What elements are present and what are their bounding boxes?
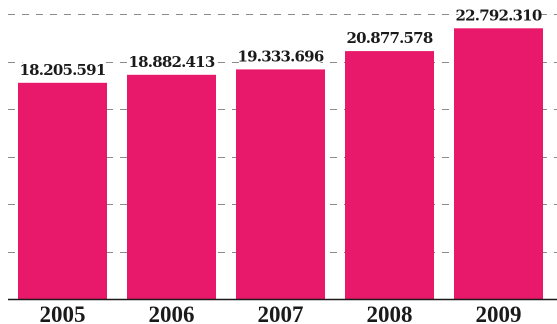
bar-2006 [127, 74, 216, 299]
value-label-background [22, 61, 103, 79]
value-label-2007: 19.333.696 [238, 47, 324, 65]
bars [18, 28, 543, 300]
value-labels: 18.205.591 18.882.413 19.333.696 20.877.578… [20, 6, 543, 79]
bar-2009 [454, 28, 543, 300]
value-label-background [240, 48, 321, 66]
x-axis-tick-labels: 2005 2006 2007 2008 2009 [40, 302, 522, 324]
bar-2007 [236, 69, 325, 300]
x-tick-label-2005: 2005 [40, 302, 86, 324]
x-tick-label-2009: 2009 [476, 302, 522, 324]
value-label-2006: 18.882.413 [129, 53, 215, 71]
bar-2008 [345, 51, 434, 299]
value-label-background [458, 7, 539, 25]
x-tick-label-2008: 2008 [367, 302, 413, 324]
bar-2005 [18, 82, 107, 299]
value-label-background [349, 30, 430, 48]
value-label-2005: 18.205.591 [20, 61, 106, 79]
value-label-2009: 22.792.310 [456, 6, 542, 24]
x-tick-label-2007: 2007 [258, 302, 304, 324]
value-label-background [131, 53, 212, 71]
x-tick-label-2006: 2006 [149, 302, 195, 324]
value-label-2008: 20.877.578 [347, 29, 433, 47]
